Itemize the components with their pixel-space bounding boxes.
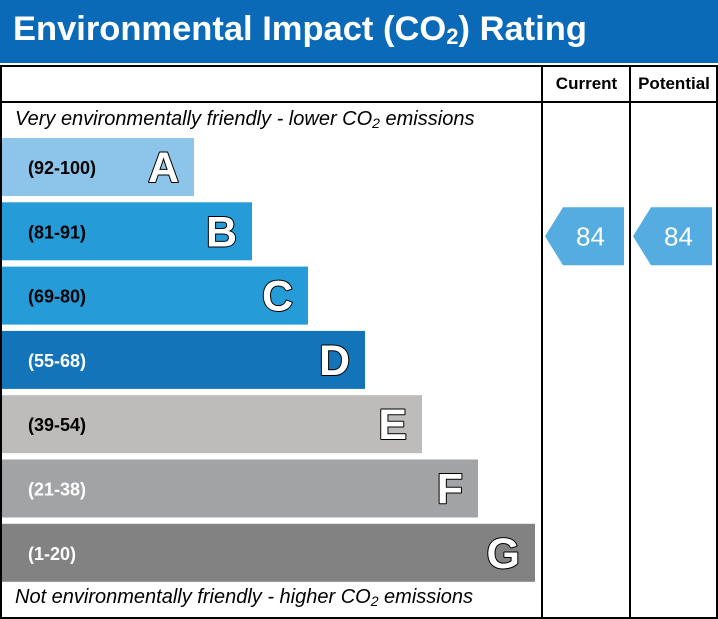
band-range-label: (21-38): [28, 480, 86, 500]
title-subscript: 2: [446, 24, 459, 49]
band-bar-b: [2, 202, 252, 261]
band-e: (39-54) E: [2, 395, 422, 454]
potential-rating-marker-value: 84: [664, 221, 693, 251]
band-range-label: (39-54): [28, 415, 86, 435]
band-bar-e: [2, 395, 422, 454]
band-letter: G: [487, 530, 520, 578]
potential-column-header: Potential: [638, 74, 710, 93]
band-d: (55-68) D: [2, 330, 365, 389]
band-c: (69-80) C: [2, 266, 308, 325]
band-bar-d: [2, 330, 365, 389]
potential-rating-marker-arrow: [633, 207, 712, 266]
bottom-note-text-end: emissions: [378, 586, 473, 608]
band-letter: F: [437, 466, 463, 514]
band-range-label: (55-68): [28, 351, 86, 371]
band-bar-g: [2, 523, 535, 582]
current-rating-marker: 84: [545, 207, 624, 266]
bottom-note-text: Not environmentally friendly - higher CO: [15, 586, 371, 608]
rating-bands: (92-100) A (81-91) B (69-80) C (55-68) D (39-54)…: [2, 138, 535, 582]
page-title: Environmental Impact (CO2) Rating: [13, 8, 587, 50]
title-text: Environmental Impact (CO: [13, 10, 447, 48]
band-range-label: (1-20): [28, 544, 76, 564]
band-range-label: (69-80): [28, 287, 86, 307]
band-a: (92-100) A: [2, 138, 194, 196]
header-bar: Environmental Impact (CO2) Rating: [0, 0, 718, 63]
chart-frame: [0, 65, 718, 619]
band-bar-f: [2, 459, 478, 518]
band-g: (1-20) G: [2, 523, 535, 582]
current-rating-marker-value: 84: [576, 221, 605, 251]
top-note: Very environmentally friendly - lower CO…: [15, 108, 474, 131]
band-letter: C: [262, 273, 293, 321]
bottom-note-subscript: 2: [370, 593, 379, 609]
title-text-end: ) Rating: [458, 10, 587, 48]
band-bar-c: [2, 266, 308, 325]
current-column-header: Current: [555, 74, 618, 93]
rating-markers: 84 84: [545, 207, 712, 266]
band-letter: D: [319, 337, 350, 385]
potential-rating-marker: 84: [633, 207, 712, 266]
top-note-text: Very environmentally friendly - lower CO: [15, 108, 373, 130]
band-letter: B: [206, 208, 237, 256]
band-bar-a: [2, 138, 194, 196]
band-letter: A: [148, 144, 179, 192]
band-range-label: (81-91): [28, 222, 86, 242]
band-letter: E: [378, 401, 407, 449]
current-rating-marker-arrow: [545, 207, 624, 266]
band-range-label: (92-100): [28, 158, 96, 178]
bottom-note: Not environmentally friendly - higher CO…: [15, 586, 473, 609]
band-b: (81-91) B: [2, 202, 252, 261]
top-note-subscript: 2: [372, 115, 380, 131]
band-f: (21-38) F: [2, 459, 478, 518]
top-note-text-end: emissions: [379, 108, 475, 130]
